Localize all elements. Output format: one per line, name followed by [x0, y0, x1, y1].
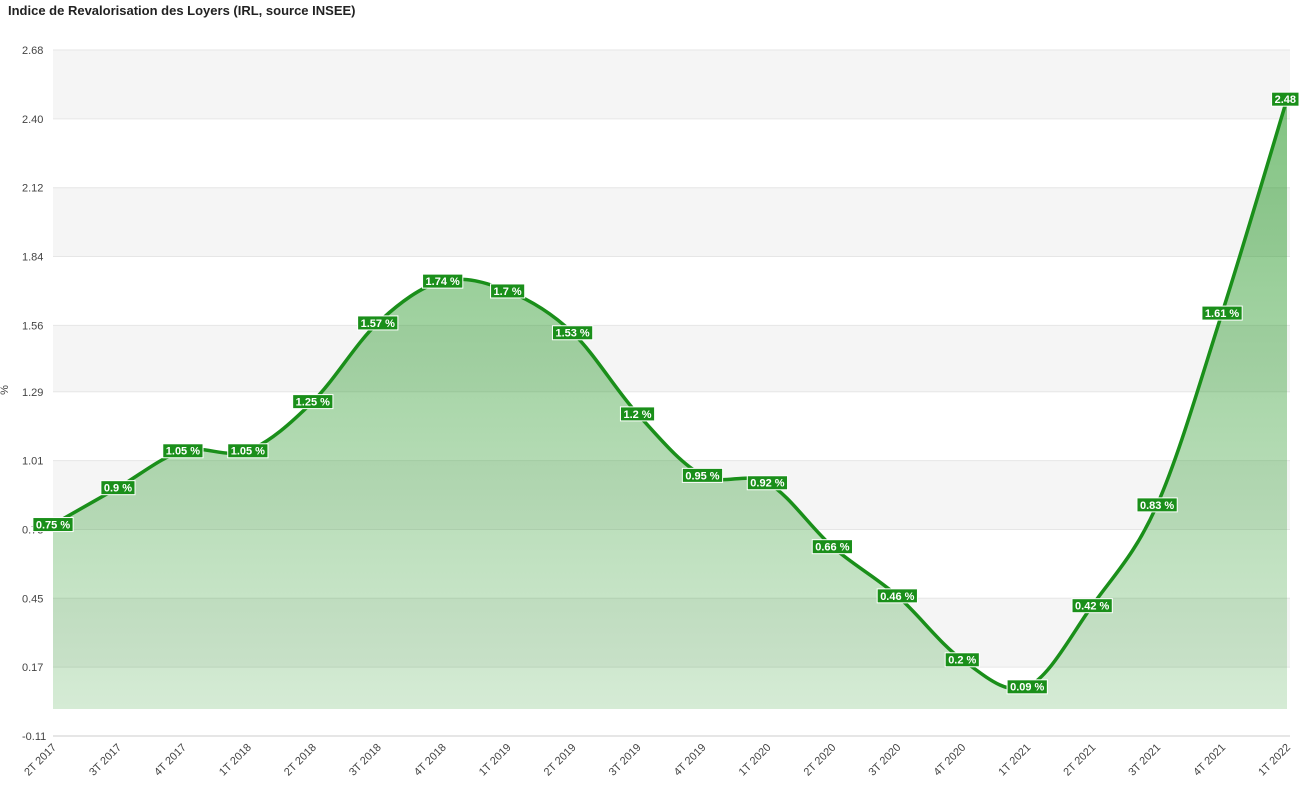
y-tick-label: 0.17	[22, 662, 43, 674]
value-label-box	[551, 325, 594, 341]
value-label-box	[1071, 598, 1113, 614]
value-label-box	[619, 406, 656, 422]
value-label-box	[1271, 91, 1300, 107]
value-label: 2.48	[1271, 91, 1300, 107]
x-tick-label: 2T 2017	[22, 742, 59, 779]
y-tick-label: 2.68	[22, 45, 43, 57]
x-tick-label: 4T 2020	[931, 742, 968, 779]
value-label-box	[811, 539, 853, 555]
value-label-text: 0.2 %	[948, 655, 976, 667]
value-label: 0.09 %	[1006, 679, 1048, 695]
value-label-box	[227, 443, 269, 459]
value-label-text: 1.53 %	[555, 328, 589, 340]
x-tick-label: 3T 2019	[607, 742, 644, 779]
value-label: 1.25 %	[292, 394, 334, 410]
y-tick-label: 1.01	[22, 456, 43, 468]
x-tick-label: 3T 2018	[347, 742, 384, 779]
x-tick-label: 3T 2020	[867, 742, 904, 779]
y-tick-label: 1.56	[22, 320, 43, 332]
value-label-text: 1.05 %	[166, 446, 200, 458]
value-label-text: 0.83 %	[1140, 500, 1174, 512]
y-tick-label: 2.40	[22, 114, 43, 126]
x-tick-label: 4T 2019	[672, 742, 709, 779]
value-label: 0.75 %	[32, 517, 74, 533]
x-tick-label: 2T 2020	[802, 742, 839, 779]
value-label-box	[162, 443, 204, 459]
value-label-text: 1.25 %	[296, 397, 330, 409]
value-label: 0.66 %	[811, 539, 853, 555]
y-tick-label: -0.11	[22, 731, 46, 743]
value-label-box	[490, 283, 526, 299]
x-tick-label: 3T 2021	[1126, 742, 1163, 779]
grid-band	[53, 325, 1290, 392]
value-label: 1.74 %	[422, 273, 464, 289]
x-tick-label: 3T 2017	[87, 742, 124, 779]
y-tick-label: 2.12	[22, 183, 43, 195]
x-tick-label: 4T 2018	[412, 742, 449, 779]
x-tick-label: 2T 2018	[282, 742, 319, 779]
value-label-box	[422, 273, 464, 289]
value-label: 0.92 %	[746, 475, 789, 491]
value-label: 1.2 %	[619, 406, 656, 422]
x-tick-label: 1T 2019	[477, 742, 514, 779]
x-tick-label: 1T 2020	[737, 742, 774, 779]
y-tick-label: 1.29	[22, 387, 43, 399]
value-label-text: 0.9 %	[104, 483, 132, 495]
value-label-text: 0.92 %	[750, 478, 784, 490]
value-label-text: 0.46 %	[880, 591, 914, 603]
value-label-box	[32, 517, 74, 533]
value-label-box	[746, 475, 789, 491]
x-tick-label: 4T 2017	[152, 742, 189, 779]
value-label: 0.95 %	[681, 467, 724, 483]
value-label: 0.9 %	[100, 480, 136, 496]
value-label-text: 0.75 %	[36, 519, 70, 531]
value-label-text: 1.57 %	[361, 318, 395, 330]
value-label: 1.05 %	[162, 443, 204, 459]
value-label-text: 2.48	[1275, 94, 1296, 106]
value-label-box	[292, 394, 334, 410]
value-label-box	[1006, 679, 1048, 695]
value-label-box	[100, 480, 136, 496]
value-label-text: 0.66 %	[815, 542, 849, 554]
value-label-text: 1.7 %	[494, 286, 522, 298]
grid-band	[53, 187, 1290, 257]
area	[53, 99, 1287, 709]
value-label-text: 1.74 %	[426, 276, 460, 288]
value-label-box	[944, 652, 980, 668]
value-label: 1.7 %	[490, 283, 526, 299]
value-label: 1.61 %	[1201, 305, 1243, 321]
x-tick-label: 2T 2021	[1061, 742, 1098, 779]
value-label-box	[1201, 305, 1243, 321]
value-label-box	[876, 588, 918, 604]
value-label: 0.2 %	[944, 652, 980, 668]
value-label-text: 0.42 %	[1075, 601, 1109, 613]
value-label-text: 0.09 %	[1010, 682, 1044, 694]
value-label: 1.53 %	[551, 325, 594, 341]
y-tick-label: 1.84	[22, 252, 43, 264]
value-label-box	[1136, 497, 1178, 513]
x-tick-label: 1T 2021	[996, 742, 1033, 779]
value-label-text: 1.05 %	[231, 446, 265, 458]
value-label-text: 1.2 %	[623, 409, 651, 421]
y-axis-label: %	[0, 385, 11, 395]
x-tick-label: 1T 2018	[217, 742, 254, 779]
grid-band	[53, 50, 1290, 119]
y-tick-label: 0.45	[22, 593, 43, 605]
value-label: 0.83 %	[1136, 497, 1178, 513]
value-label-box	[357, 315, 399, 331]
value-label-box	[681, 467, 724, 483]
value-label: 0.46 %	[876, 588, 918, 604]
x-tick-label: 2T 2019	[542, 742, 579, 779]
value-label-text: 1.61 %	[1205, 308, 1239, 320]
value-label-text: 0.95 %	[685, 470, 719, 482]
x-tick-label: 1T 2022	[1256, 742, 1293, 779]
value-label: 0.42 %	[1071, 598, 1113, 614]
chart-title: Indice de Revalorisation des Loyers (IRL…	[8, 3, 356, 18]
x-tick-label: 4T 2021	[1191, 742, 1228, 779]
value-label: 1.57 %	[357, 315, 399, 331]
value-label: 1.05 %	[227, 443, 269, 459]
